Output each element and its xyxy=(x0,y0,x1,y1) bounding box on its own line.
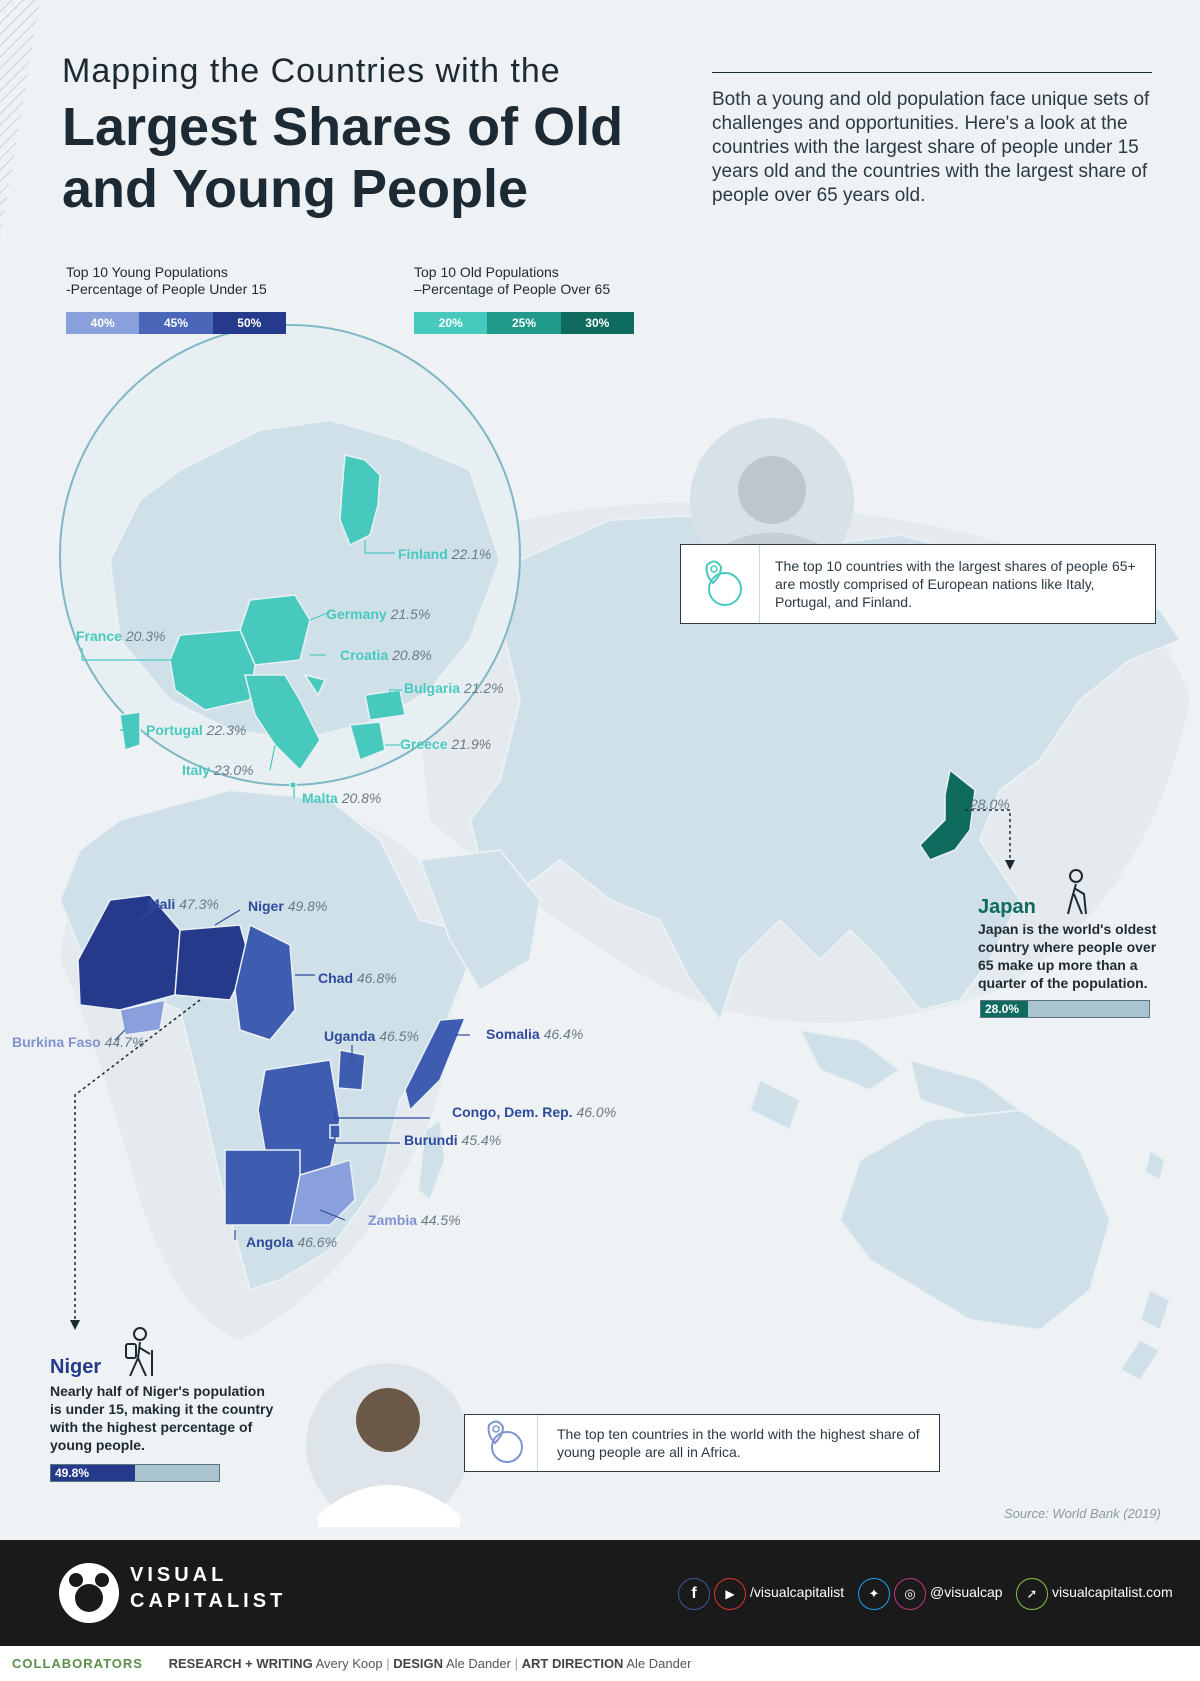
label-uganda: Uganda 46.5% xyxy=(324,1028,419,1044)
visual-capitalist-logo xyxy=(59,1563,119,1623)
map-pin-globe-icon xyxy=(705,560,742,606)
legend-young-subtitle: -Percentage of People Under 15 xyxy=(66,281,267,297)
japan-shape xyxy=(919,768,976,861)
label-greece: Greece 21.9% xyxy=(400,736,492,752)
elderly-person-icon xyxy=(1067,869,1087,915)
design-name: Ale Dander xyxy=(445,1656,511,1671)
social-handle-visualcapitalist[interactable]: /visualcapitalist xyxy=(750,1584,845,1600)
label-congo: Congo, Dem. Rep. 46.0% xyxy=(452,1104,617,1120)
legend-young: Top 10 Young Populations -Percentage of … xyxy=(66,264,286,334)
finland-shape xyxy=(339,454,381,547)
website-link[interactable]: visualcapitalist.com xyxy=(1052,1584,1173,1600)
label-burundi: Burundi 45.4% xyxy=(404,1132,502,1148)
japan-description: Japan is the world's oldest country wher… xyxy=(978,921,1157,991)
brand-line1: VISUAL xyxy=(130,1564,228,1586)
malta-shape xyxy=(289,781,297,789)
legend-young-step: 40% xyxy=(66,312,140,334)
label-burkina-faso: Burkina Faso 44.7% xyxy=(12,1034,145,1050)
infographic-canvas: Mapping the Countries with the Largest S… xyxy=(0,0,1180,1527)
collaborators-strip: COLLABORATORS RESEARCH + WRITING Avery K… xyxy=(0,1646,1200,1681)
legend-young-bar: 40% 45% 50% xyxy=(66,312,286,334)
callout-young: The top ten countries in the world with … xyxy=(464,1414,940,1472)
niger-progress-bar: 49.8% xyxy=(50,1464,220,1482)
bulgaria-shape xyxy=(364,689,406,721)
label-portugal: Portugal 22.3% xyxy=(146,722,247,738)
france-shape xyxy=(169,629,256,711)
design-label: DESIGN xyxy=(393,1656,444,1671)
label-croatia: Croatia 20.8% xyxy=(340,647,432,663)
collaborators-label: COLLABORATORS xyxy=(12,1656,143,1671)
callout-young-text: The top ten countries in the world with … xyxy=(557,1426,920,1460)
label-italy: Italy 23.0% xyxy=(182,762,254,778)
social-handle-visualcap[interactable]: @visualcap xyxy=(930,1584,1003,1600)
research-name: Avery Koop xyxy=(315,1656,383,1671)
zambia-shape xyxy=(289,1159,356,1226)
label-finland: Finland 22.1% xyxy=(398,546,492,562)
niger-description: Nearly half of Niger's population is und… xyxy=(50,1383,274,1453)
label-malta: Malta 20.8% xyxy=(302,790,382,806)
intro-text: Both a young and old population face uni… xyxy=(712,89,1150,206)
portugal-shape xyxy=(119,711,141,751)
greece-shape xyxy=(349,721,386,762)
label-france: France 20.3% xyxy=(76,628,166,644)
label-germany: Germany 21.5% xyxy=(326,606,431,622)
art-direction-name: Ale Dander xyxy=(626,1656,692,1671)
facebook-icon[interactable]: f xyxy=(678,1578,710,1610)
croatia-shape xyxy=(303,673,327,697)
hiker-icon xyxy=(125,1327,153,1377)
footer: VISUAL CAPITALIST f ▶ /visualcapitalist … xyxy=(0,1540,1200,1646)
japan-progress-bar: 28.0% xyxy=(980,1000,1150,1018)
label-zambia: Zambia 44.5% xyxy=(368,1212,461,1228)
old-leader-lines xyxy=(81,540,402,798)
somalia-shape xyxy=(404,1017,467,1112)
legend-young-title: Top 10 Young Populations xyxy=(66,264,228,280)
italy-shape xyxy=(244,674,321,772)
legend-old: Top 10 Old Populations –Percentage of Pe… xyxy=(414,264,634,334)
twitter-icon[interactable]: ✦ xyxy=(858,1578,890,1610)
label-somalia: Somalia 46.4% xyxy=(486,1026,584,1042)
brand-line2: CAPITALIST xyxy=(130,1590,287,1612)
legend-old-step: 20% xyxy=(414,312,488,334)
young-country-shapes xyxy=(77,894,467,1226)
label-chad: Chad 46.8% xyxy=(318,970,397,986)
burundi-shape xyxy=(329,1124,341,1139)
uganda-shape xyxy=(337,1049,366,1091)
niger-title: Niger xyxy=(50,1356,102,1378)
hatch-decoration xyxy=(0,0,40,240)
callout-old-text: The top 10 countries with the largest sh… xyxy=(775,558,1136,610)
legend-old-bar: 20% 25% 30% xyxy=(414,312,634,334)
source-note: Source: World Bank (2019) xyxy=(1004,1506,1161,1521)
legend-old-subtitle: –Percentage of People Over 65 xyxy=(414,281,611,297)
label-japan-map: 28.0% xyxy=(970,796,1010,812)
japan-progress-fill: 28.0% xyxy=(981,1001,1029,1017)
youtube-icon[interactable]: ▶ xyxy=(714,1578,746,1610)
niger-progress-fill: 49.8% xyxy=(51,1465,135,1481)
angola-shape xyxy=(224,1149,301,1226)
old-country-shapes xyxy=(119,454,406,789)
japan-title: Japan xyxy=(978,896,1036,918)
mali-shape xyxy=(77,894,181,1011)
legend-young-step: 45% xyxy=(139,312,213,334)
title-rule xyxy=(712,72,1152,73)
instagram-icon[interactable]: ◎ xyxy=(894,1578,926,1610)
legend-young-step: 50% xyxy=(212,312,286,334)
map-pin-globe-icon xyxy=(487,1420,523,1463)
title-line2: Largest Shares of Old and Young People xyxy=(62,97,624,219)
label-bulgaria: Bulgaria 21.2% xyxy=(404,680,504,696)
world-map xyxy=(59,324,1180,1527)
art-direction-label: ART DIRECTION xyxy=(521,1656,624,1671)
title-line1: Mapping the Countries with the xyxy=(62,52,561,90)
label-mali: Mali 47.3% xyxy=(148,896,219,912)
research-label: RESEARCH + WRITING xyxy=(168,1656,313,1671)
callout-old: The top 10 countries with the largest sh… xyxy=(680,544,1156,624)
label-angola: Angola 46.6% xyxy=(246,1234,338,1250)
legend-old-title: Top 10 Old Populations xyxy=(414,264,559,280)
cursor-icon[interactable]: ➚ xyxy=(1016,1578,1048,1610)
legend-old-step: 30% xyxy=(560,312,634,334)
label-niger: Niger 49.8% xyxy=(248,898,328,914)
legend-old-step: 25% xyxy=(487,312,561,334)
chad-shape xyxy=(234,923,296,1041)
young-leader-lines xyxy=(114,904,470,1240)
